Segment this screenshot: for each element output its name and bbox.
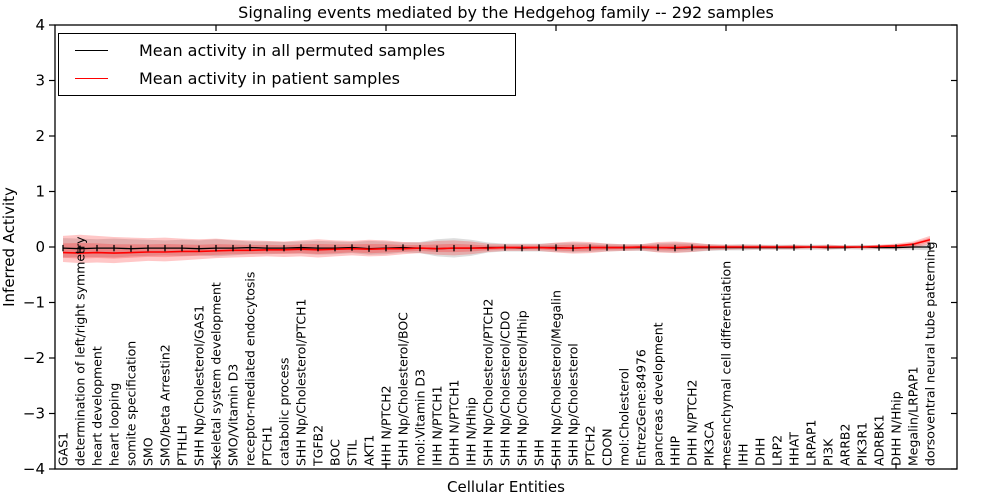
category-label: heart development: [90, 346, 105, 466]
category-label: STIL: [345, 440, 360, 466]
patient-line-swatch: [75, 77, 108, 79]
y-tick-label: −4: [23, 460, 45, 478]
category-label: CDON: [600, 428, 615, 466]
category-label: SHH Np/Cholesterol/GAS1: [192, 305, 207, 466]
category-label: EntrezGene:84976: [634, 349, 649, 466]
category-label: PI3K: [821, 438, 836, 466]
category-label: PTHLH: [175, 425, 190, 466]
permuted-line-swatch: [75, 50, 108, 52]
category-label: DHH: [753, 438, 768, 466]
legend-entry-permuted: Mean activity in all permuted samples: [59, 38, 515, 64]
y-tick-label: 3: [35, 72, 45, 90]
category-label: DHH N/PTCH1: [447, 380, 462, 466]
category-label: ADRBK1: [872, 414, 887, 466]
category-label: BOC: [328, 439, 343, 466]
category-label: DHH N/Hhip: [889, 391, 904, 466]
category-label: SHH Np/Cholesterol: [566, 343, 581, 466]
category-label: PIK3CA: [702, 421, 717, 466]
patient-band: [63, 234, 930, 264]
category-label: IHH N/PTCH1: [430, 385, 445, 466]
category-label: GAS1: [56, 432, 71, 466]
legend-entry-patient: Mean activity in patient samples: [59, 65, 515, 91]
category-label: PTCH1: [260, 425, 275, 466]
category-label: SHH Np/Cholesterol/Megalin: [549, 290, 564, 466]
category-label: IHH N/Hhip: [464, 397, 479, 466]
category-label: SHH Np/Cholesterol/Hhip: [515, 310, 530, 466]
category-label: PIK3R1: [855, 422, 870, 466]
category-label: Megalin/LRPAP1: [906, 366, 921, 466]
category-label: HHAT: [787, 432, 802, 466]
y-tick-label: −3: [23, 405, 45, 423]
y-tick-label: −1: [23, 294, 45, 312]
category-label: heart looping: [107, 383, 122, 466]
category-label: IHH: [736, 444, 751, 467]
patient-mean-line: [62, 239, 931, 254]
category-label: LRPAP1: [804, 420, 819, 466]
y-tick-label: 0: [35, 238, 45, 256]
category-label: SHH Np/Cholesterol/BOC: [396, 312, 411, 466]
legend-label-permuted: Mean activity in all permuted samples: [139, 41, 446, 61]
y-tick-label: −2: [23, 349, 45, 367]
y-tick-label: 2: [35, 127, 45, 145]
category-label: skeletal system development: [209, 282, 224, 466]
category-label: pancreas development: [651, 322, 666, 466]
category-label: TGFB2: [311, 425, 326, 467]
category-label: IHH N/PTCH2: [379, 385, 394, 466]
y-tick-label: 4: [35, 16, 45, 34]
category-label: SHH Np/Cholesterol/CDO: [498, 311, 513, 466]
category-label: SHH: [532, 439, 547, 466]
category-label: receptor-mediated endocytosis: [243, 272, 258, 466]
category-label: mol:Cholesterol: [617, 368, 632, 466]
category-label: dorsoventral neural tube patterning: [923, 242, 938, 467]
category-label: SMO/beta Arrestin2: [158, 344, 173, 466]
category-label: HHIP: [668, 436, 683, 466]
category-label: somite specification: [124, 341, 139, 466]
category-label: determination of left/right symmetry: [73, 236, 88, 466]
x-axis-title: Cellular Entities: [447, 478, 565, 496]
category-label: mol:Vitamin D3: [413, 369, 428, 466]
category-label: SHH Np/Cholesterol/PTCH2: [481, 299, 496, 467]
category-label: catabolic process: [277, 357, 292, 466]
category-label: PTCH2: [583, 425, 598, 466]
category-label: ARRB2: [838, 424, 853, 466]
category-label: AKT1: [362, 435, 377, 466]
category-label: SMO: [141, 437, 156, 466]
y-tick-label: 1: [35, 183, 45, 201]
category-label: LRP2: [770, 435, 785, 466]
legend-label-patient: Mean activity in patient samples: [139, 68, 400, 88]
chart-title: Signaling events mediated by the Hedgeho…: [238, 3, 774, 22]
category-label: SMO/Vitamin D3: [226, 364, 241, 466]
category-label: SHH Np/Cholesterol/PTCH1: [294, 299, 309, 467]
category-label: DHH N/PTCH2: [685, 380, 700, 466]
legend-box: Mean activity in all permuted samples Me…: [58, 33, 516, 96]
category-label: mesenchymal cell differentiation: [719, 261, 734, 466]
